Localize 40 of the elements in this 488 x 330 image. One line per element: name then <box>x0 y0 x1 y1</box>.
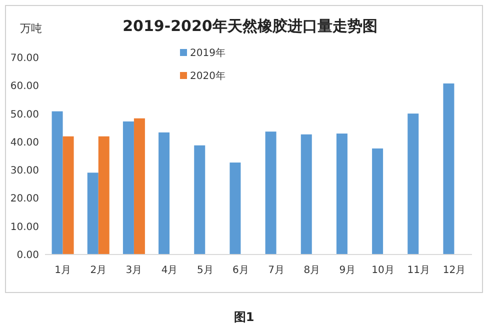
x-tick-label: 10月 <box>372 265 394 276</box>
bar <box>265 132 276 254</box>
legend-label: 2020年 <box>190 70 226 82</box>
y-tick-label: 20.00 <box>10 194 39 205</box>
bar <box>134 118 145 254</box>
bar <box>52 111 63 254</box>
y-tick-label: 40.00 <box>10 137 39 148</box>
bar <box>443 83 454 254</box>
y-tick-label: 60.00 <box>10 81 39 92</box>
bar <box>300 134 312 254</box>
bar <box>194 145 206 254</box>
y-tick-label: 0.00 <box>16 250 39 261</box>
x-tick-label: 12月 <box>442 265 466 276</box>
bar <box>372 148 384 254</box>
bar <box>230 162 241 254</box>
x-tick-label: 1月 <box>54 265 71 276</box>
bar <box>336 134 348 254</box>
bar <box>87 172 98 254</box>
bar <box>158 132 170 254</box>
y-tick-label: 30.00 <box>10 166 39 177</box>
x-tick-label: 2月 <box>90 265 107 276</box>
bar <box>408 114 419 254</box>
y-tick-label: 50.00 <box>10 109 39 120</box>
x-tick-label: 5月 <box>196 265 214 276</box>
legend-label: 2019年 <box>190 47 226 59</box>
caption: 图1 <box>234 310 254 324</box>
x-tick-label: 7月 <box>268 265 284 276</box>
y-tick-label: 70.00 <box>10 53 39 64</box>
x-tick-label: 9月 <box>339 265 356 276</box>
chart-title: 2019-2020年天然橡胶进口量走势图 <box>122 17 378 35</box>
y-tick-label: 10.00 <box>10 222 39 233</box>
x-tick-label: 11月 <box>407 265 430 276</box>
bar <box>98 136 110 254</box>
y-axis-title: 万吨 <box>20 22 42 35</box>
bar <box>62 136 74 254</box>
x-tick-label: 3月 <box>126 265 142 276</box>
bar <box>122 121 134 254</box>
x-tick-label: 8月 <box>304 265 320 276</box>
x-tick-label: 6月 <box>232 265 249 276</box>
x-tick-label: 4月 <box>161 265 178 276</box>
